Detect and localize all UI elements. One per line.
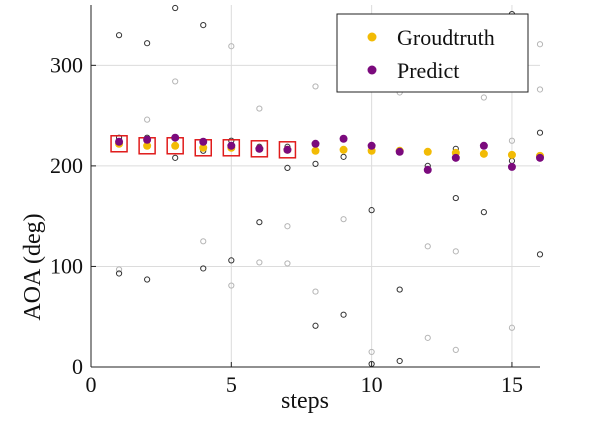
candidate-point-dark: [396, 357, 403, 365]
candidate-point-light: [284, 260, 291, 267]
predict-point: [143, 135, 152, 144]
predict-point: [227, 141, 236, 150]
predict-point: [283, 145, 292, 154]
predict-point: [339, 134, 348, 143]
predict-point: [423, 165, 432, 174]
candidate-point-dark: [368, 207, 375, 214]
candidate-point-dark: [115, 270, 123, 277]
candidate-point-dark: [144, 40, 151, 47]
candidate-point-dark: [340, 311, 347, 318]
candidate-point-dark: [144, 276, 151, 283]
x-tick-label: 5: [226, 372, 237, 397]
groundtruth-point: [199, 143, 208, 152]
candidate-point-dark: [172, 154, 179, 161]
legend-box: [336, 13, 529, 93]
candidate-point-dark: [200, 265, 207, 272]
candidate-point-dark: [228, 257, 235, 264]
candidate-point-light: [228, 282, 235, 289]
highlight-box: [110, 135, 128, 153]
candidate-point-light: [256, 105, 263, 112]
candidate-point-light: [508, 137, 516, 144]
groundtruth-point: [479, 149, 488, 158]
candidate-point-dark: [312, 160, 319, 167]
predict-point: [479, 141, 488, 150]
candidate-point-dark: [340, 153, 347, 160]
legend-predict-label: Predict: [397, 58, 459, 83]
candidate-point-light: [172, 78, 179, 85]
candidate-point-light: [536, 86, 544, 93]
predict-point: [255, 144, 264, 153]
candidate-point-light: [115, 266, 123, 273]
candidate-point-light: [284, 223, 291, 230]
predict-point: [311, 139, 320, 148]
predict-point: [199, 137, 208, 146]
candidate-point-light: [536, 41, 544, 48]
candidate-point-dark: [284, 164, 291, 171]
legend: Groudtruth Predict: [336, 13, 529, 93]
candidate-point-dark: [452, 194, 459, 202]
x-tick-label: 10: [361, 372, 383, 397]
legend-groundtruth-label: Groudtruth: [397, 25, 495, 50]
candidate-point-light: [480, 94, 487, 101]
candidate-point-light: [312, 83, 319, 90]
legend-groundtruth-marker: [367, 32, 377, 42]
highlight-box: [222, 139, 241, 157]
candidate-point-dark: [312, 322, 319, 329]
candidate-point-light: [368, 348, 375, 356]
y-tick-label: 300: [50, 52, 83, 77]
groundtruth-point: [339, 145, 348, 154]
predict-point: [507, 162, 516, 171]
candidate-point-dark: [172, 4, 179, 12]
candidate-point-dark: [200, 22, 207, 29]
predict-point: [451, 153, 460, 162]
candidate-point-light: [340, 216, 347, 223]
candidate-point-dark: [536, 129, 544, 136]
y-tick-label: 200: [50, 153, 83, 178]
highlight-box: [250, 140, 269, 158]
predict-point: [395, 147, 404, 156]
candidate-point-light: [144, 116, 151, 123]
groundtruth-point: [171, 141, 180, 150]
groundtruth-point: [507, 150, 516, 159]
predict-point: [367, 141, 376, 150]
tick-labels: 0 5 10 15 0 100 200 300: [50, 52, 523, 397]
candidate-point-dark: [256, 219, 263, 226]
candidate-point-light: [508, 324, 516, 331]
groundtruth-point: [143, 141, 152, 150]
candidate-point-light: [424, 243, 431, 250]
predict-point: [171, 133, 180, 142]
highlight-box: [278, 141, 297, 159]
x-axis-label: steps: [281, 388, 329, 414]
candidate-point-light: [452, 346, 459, 354]
candidate-point-light: [424, 334, 431, 341]
candidate-point-dark: [396, 286, 403, 293]
groundtruth-point: [311, 146, 320, 155]
groundtruth-point: [423, 147, 432, 156]
candidate-point-light: [312, 288, 319, 295]
x-tick-label: 0: [86, 372, 97, 397]
candidate-point-light: [228, 43, 235, 50]
predict-series: [115, 133, 544, 174]
candidate-point-light: [200, 238, 207, 245]
candidate-point-dark: [536, 251, 544, 258]
candidate-point-dark: [115, 32, 123, 39]
predict-point: [115, 137, 124, 146]
candidate-point-dark: [480, 209, 487, 216]
candidate-point-light: [452, 248, 459, 255]
predict-point: [536, 153, 544, 162]
y-axis-label: AOA (deg): [20, 213, 46, 320]
groundtruth-series: [115, 139, 544, 160]
candidate-point-light: [256, 259, 263, 266]
x-tick-label: 15: [501, 372, 523, 397]
y-tick-label: 0: [72, 354, 83, 379]
legend-predict-marker: [367, 65, 377, 75]
axes: [90, 5, 540, 368]
y-tick-label: 100: [50, 253, 83, 278]
